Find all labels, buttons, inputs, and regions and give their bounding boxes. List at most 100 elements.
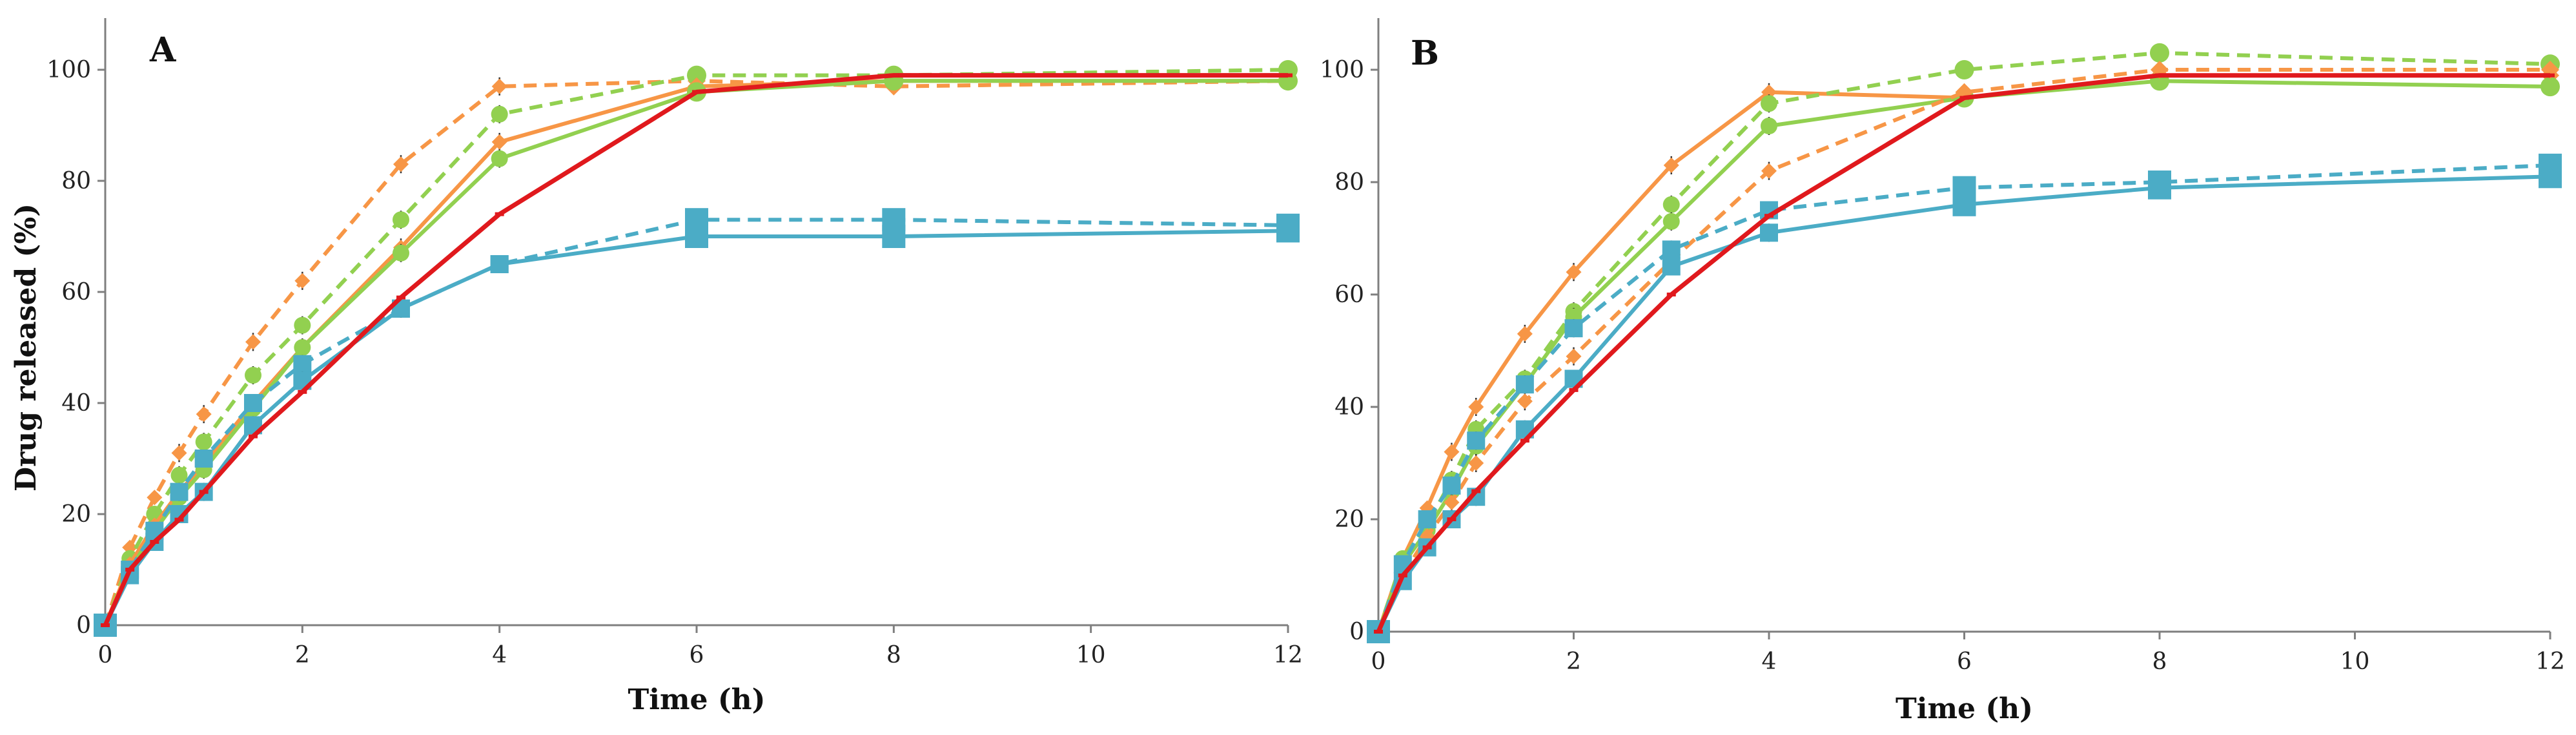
series-line [103,73,1288,626]
series-green-dashed [96,60,1298,635]
data-point [1442,476,1461,495]
data-point [1954,60,1974,79]
data-point [195,433,212,451]
data-point [245,334,261,350]
series-line [103,79,1289,626]
series-line [103,218,1289,626]
y-axis-title: Drug released (%) [10,203,43,492]
data-point [1662,212,1680,230]
panel-a: 0 20 40 60 80 100 0 2 4 6 8 10 12 Time (h) Drug releas… [10,18,1303,716]
x-tick-label: 2 [1566,648,1581,675]
series-green-solid [96,71,1298,635]
x-tick-label: 8 [886,642,901,668]
data-point [1952,192,1976,216]
x-tick-label: 6 [1957,648,1972,675]
x-tick-label: 0 [98,642,113,668]
data-point [491,134,507,150]
series-blue-solid [94,219,1300,637]
series-line [103,68,1289,626]
data-point [490,255,509,273]
x-tick-label: 4 [1762,648,1777,675]
data-point [491,150,508,167]
series-blue-dashed [1367,153,2562,643]
data-point [1468,399,1484,415]
data-point [2148,176,2171,200]
series-green-solid [1369,71,2560,641]
data-point [393,244,409,262]
data-point [171,445,187,461]
series-blue-dashed [94,208,1300,637]
data-point [1515,375,1534,394]
data-point [1444,494,1460,510]
series-line [1376,79,2551,633]
data-point [196,406,212,422]
x-axis-title: Time (h) [1896,692,2033,725]
series-green-dashed [1369,43,2560,641]
series-red-solid [101,73,1293,627]
data-point [2540,77,2560,97]
data-point [1566,348,1582,364]
data-point [170,482,189,501]
x-tick-label: 8 [2152,648,2167,675]
y-tick-label: 100 [1320,57,1364,83]
data-point [294,273,311,289]
x-tick-label: 10 [2340,648,2370,675]
x-tick-label: 10 [1076,642,1106,668]
data-point [2539,165,2562,189]
data-point [1418,510,1436,528]
data-point [1663,157,1679,173]
data-point [293,355,312,373]
data-point [1468,455,1484,471]
data-point [685,225,708,248]
data-point [1517,326,1533,342]
data-point [1761,118,1777,134]
series-line [103,79,1288,626]
y-tick-label: 40 [1334,394,1364,420]
data-point [1566,264,1582,280]
data-point [194,450,213,468]
data-point [491,78,507,94]
x-tick-label: 12 [1273,642,1303,668]
data-point [393,211,409,229]
series-line [1376,174,2551,633]
y-tick-label: 100 [46,57,91,83]
data-point [882,225,906,248]
x-tick-label: 0 [1371,648,1386,675]
data-point [2150,43,2169,63]
series-line [103,79,1288,626]
y-tick-label: 40 [61,390,91,417]
series-line [1376,68,2550,633]
data-point [1517,393,1533,409]
data-point [1761,95,1777,112]
data-point [294,316,311,334]
data-point [1564,319,1583,338]
data-point [1276,219,1300,243]
data-point [244,394,262,412]
series-line [1376,73,2550,633]
x-tick-label: 2 [295,642,310,668]
x-tick-label: 6 [690,642,704,668]
series-orange-dashed [96,72,1297,634]
y-tick-label: 60 [1334,282,1364,308]
data-point [170,466,188,484]
data-point [393,156,409,172]
data-point [1662,240,1681,259]
y-tick-label: 20 [1334,506,1364,533]
data-point [491,105,508,123]
y-tick-label: 80 [61,168,91,194]
series-blue-solid [1367,165,2562,643]
panel-label: A [149,30,176,70]
panel-label: B [1411,34,1439,73]
y-tick-label: 0 [1349,619,1364,645]
x-axis-title: Time (h) [628,683,766,716]
data-point [1760,223,1778,242]
data-point [294,339,311,356]
panel-b: 0 20 40 60 80 100 0 2 4 6 8 10 12 Time (h) B [1320,18,2565,725]
series-red-solid [1374,73,2555,634]
series-orange-solid [96,72,1297,634]
y-tick-label: 80 [1334,169,1364,196]
y-tick-label: 20 [61,501,91,528]
data-point [687,65,706,85]
y-tick-label: 60 [61,279,91,305]
